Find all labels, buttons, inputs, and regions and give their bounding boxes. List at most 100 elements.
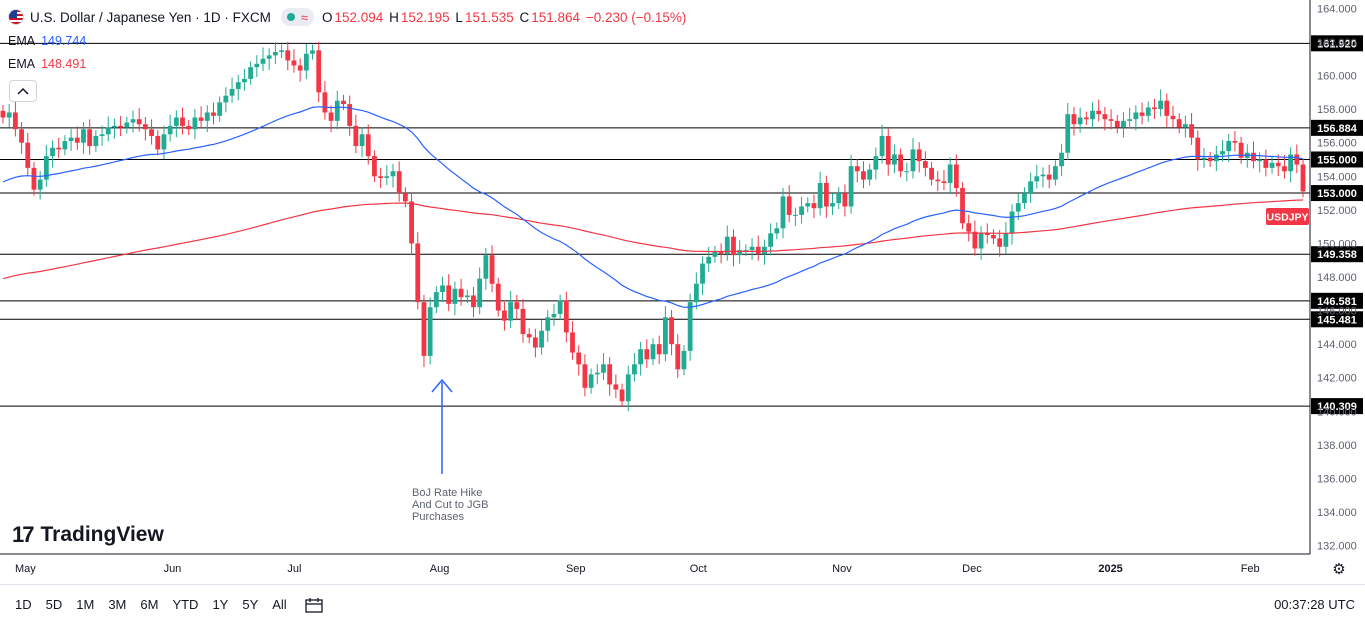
- candle[interactable]: [223, 87, 229, 113]
- candle[interactable]: [601, 353, 606, 380]
- candle[interactable]: [792, 207, 798, 227]
- timeframe-ytd[interactable]: YTD: [172, 597, 199, 612]
- candle[interactable]: [885, 128, 891, 176]
- timeframe-3m[interactable]: 3M: [108, 597, 127, 612]
- candle[interactable]: [118, 116, 124, 137]
- candle[interactable]: [1164, 93, 1170, 128]
- candle[interactable]: [811, 194, 817, 219]
- candle[interactable]: [619, 383, 625, 408]
- candle[interactable]: [662, 306, 668, 362]
- candle[interactable]: [1090, 102, 1095, 130]
- candle[interactable]: [43, 144, 49, 187]
- candle[interactable]: [0, 104, 6, 124]
- candle[interactable]: [508, 290, 514, 328]
- candle[interactable]: [112, 118, 117, 139]
- candle[interactable]: [285, 41, 291, 71]
- candle[interactable]: [588, 368, 594, 394]
- candle[interactable]: [1077, 107, 1083, 133]
- collapse-legend-button[interactable]: [9, 80, 37, 102]
- candle[interactable]: [953, 154, 959, 197]
- candle[interactable]: [310, 44, 315, 60]
- candle[interactable]: [1065, 102, 1071, 160]
- candle[interactable]: [303, 43, 309, 80]
- candle[interactable]: [675, 334, 681, 378]
- candle[interactable]: [1108, 109, 1114, 130]
- candle[interactable]: [87, 119, 93, 155]
- candle[interactable]: [632, 353, 637, 382]
- candle[interactable]: [12, 101, 18, 137]
- candle[interactable]: [415, 232, 421, 310]
- candle[interactable]: [1170, 105, 1176, 128]
- ema-fast-legend[interactable]: EMA 149.744: [8, 34, 87, 48]
- candle[interactable]: [93, 130, 99, 152]
- candle[interactable]: [991, 229, 996, 245]
- candle[interactable]: [130, 110, 136, 133]
- candle[interactable]: [997, 229, 1003, 257]
- candle[interactable]: [272, 42, 278, 64]
- candle[interactable]: [1040, 167, 1046, 188]
- candle[interactable]: [56, 137, 62, 158]
- candle[interactable]: [1096, 99, 1102, 122]
- candle[interactable]: [81, 122, 86, 154]
- candle[interactable]: [960, 182, 965, 230]
- calendar-icon[interactable]: [305, 597, 323, 613]
- candle[interactable]: [62, 135, 68, 156]
- candle[interactable]: [1269, 156, 1275, 174]
- candle[interactable]: [1046, 164, 1052, 189]
- candle[interactable]: [743, 244, 749, 257]
- candle[interactable]: [1195, 130, 1201, 171]
- candle[interactable]: [1220, 139, 1225, 162]
- candle[interactable]: [706, 246, 712, 273]
- candle[interactable]: [712, 245, 718, 263]
- candle[interactable]: [854, 158, 860, 183]
- timeframe-1d[interactable]: 1D: [15, 597, 32, 612]
- timeframe-all[interactable]: All: [272, 597, 287, 612]
- candle[interactable]: [502, 302, 507, 331]
- candle[interactable]: [1207, 151, 1213, 168]
- candle[interactable]: [780, 187, 786, 239]
- candle[interactable]: [731, 229, 736, 267]
- candle[interactable]: [279, 44, 284, 58]
- candle[interactable]: [291, 49, 297, 73]
- candle[interactable]: [37, 171, 43, 200]
- candle[interactable]: [861, 161, 866, 189]
- candle[interactable]: [749, 238, 755, 261]
- candle[interactable]: [316, 41, 322, 103]
- candle[interactable]: [873, 147, 879, 180]
- candle[interactable]: [972, 220, 978, 256]
- candle[interactable]: [1121, 112, 1126, 138]
- candle[interactable]: [1244, 144, 1250, 168]
- timeframe-1y[interactable]: 1Y: [212, 597, 229, 612]
- candle[interactable]: [1028, 172, 1034, 203]
- candle[interactable]: [842, 184, 848, 217]
- candle[interactable]: [477, 267, 483, 315]
- candle[interactable]: [514, 294, 520, 321]
- candle[interactable]: [372, 150, 377, 183]
- candle[interactable]: [848, 154, 854, 214]
- timeframe-6m[interactable]: 6M: [140, 597, 159, 612]
- candle[interactable]: [266, 48, 272, 71]
- candle[interactable]: [433, 286, 439, 314]
- candle[interactable]: [167, 114, 173, 142]
- candle[interactable]: [489, 245, 495, 293]
- candle[interactable]: [613, 374, 619, 399]
- candle[interactable]: [347, 95, 353, 136]
- candle[interactable]: [458, 278, 464, 306]
- candle[interactable]: [625, 365, 631, 412]
- candle[interactable]: [557, 294, 563, 320]
- candle[interactable]: [173, 110, 179, 138]
- candle[interactable]: [916, 142, 922, 173]
- candle[interactable]: [483, 247, 489, 290]
- candle[interactable]: [1238, 136, 1244, 164]
- candle[interactable]: [1139, 102, 1145, 125]
- candle[interactable]: [693, 272, 699, 310]
- candle[interactable]: [1127, 107, 1133, 129]
- candle[interactable]: [353, 114, 359, 154]
- candle[interactable]: [31, 162, 37, 196]
- candle[interactable]: [242, 68, 247, 91]
- candle[interactable]: [904, 162, 910, 182]
- candle[interactable]: [805, 197, 811, 213]
- candle[interactable]: [526, 328, 532, 344]
- candle[interactable]: [947, 157, 953, 195]
